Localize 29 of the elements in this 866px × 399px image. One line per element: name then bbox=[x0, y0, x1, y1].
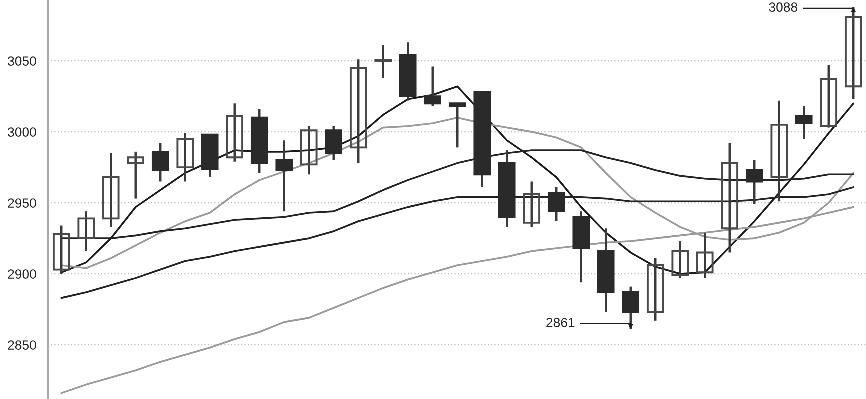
candlestick bbox=[448, 102, 466, 149]
candlestick bbox=[696, 232, 714, 280]
candlestick bbox=[770, 100, 788, 203]
annotation: 2861 bbox=[546, 318, 575, 328]
candlestick bbox=[300, 125, 318, 176]
candlestick bbox=[226, 102, 244, 163]
candlestick bbox=[52, 224, 70, 276]
y-tick-label: 3000 bbox=[8, 128, 36, 137]
candlestick bbox=[78, 210, 96, 252]
candlestick bbox=[176, 132, 194, 183]
candlestick bbox=[127, 150, 145, 200]
candlestick bbox=[325, 125, 343, 162]
candlestick bbox=[350, 58, 368, 164]
candlestick bbox=[152, 142, 170, 183]
candlestick bbox=[523, 180, 541, 228]
candlestick bbox=[672, 240, 690, 280]
y-tick-label: 2950 bbox=[8, 198, 36, 208]
annotation: 3088 bbox=[769, 2, 798, 12]
candlestick bbox=[276, 139, 294, 213]
y-tick-label: 2900 bbox=[8, 270, 36, 279]
candlestick bbox=[374, 44, 392, 80]
candlestick bbox=[646, 257, 664, 322]
y-tick-label: 2850 bbox=[8, 340, 36, 350]
candlestick bbox=[820, 64, 838, 129]
candlestick bbox=[795, 105, 813, 140]
y-tick-label: 3050 bbox=[8, 56, 36, 66]
candlestick bbox=[424, 66, 442, 108]
candlestick bbox=[102, 152, 120, 228]
candlestick bbox=[721, 142, 739, 254]
